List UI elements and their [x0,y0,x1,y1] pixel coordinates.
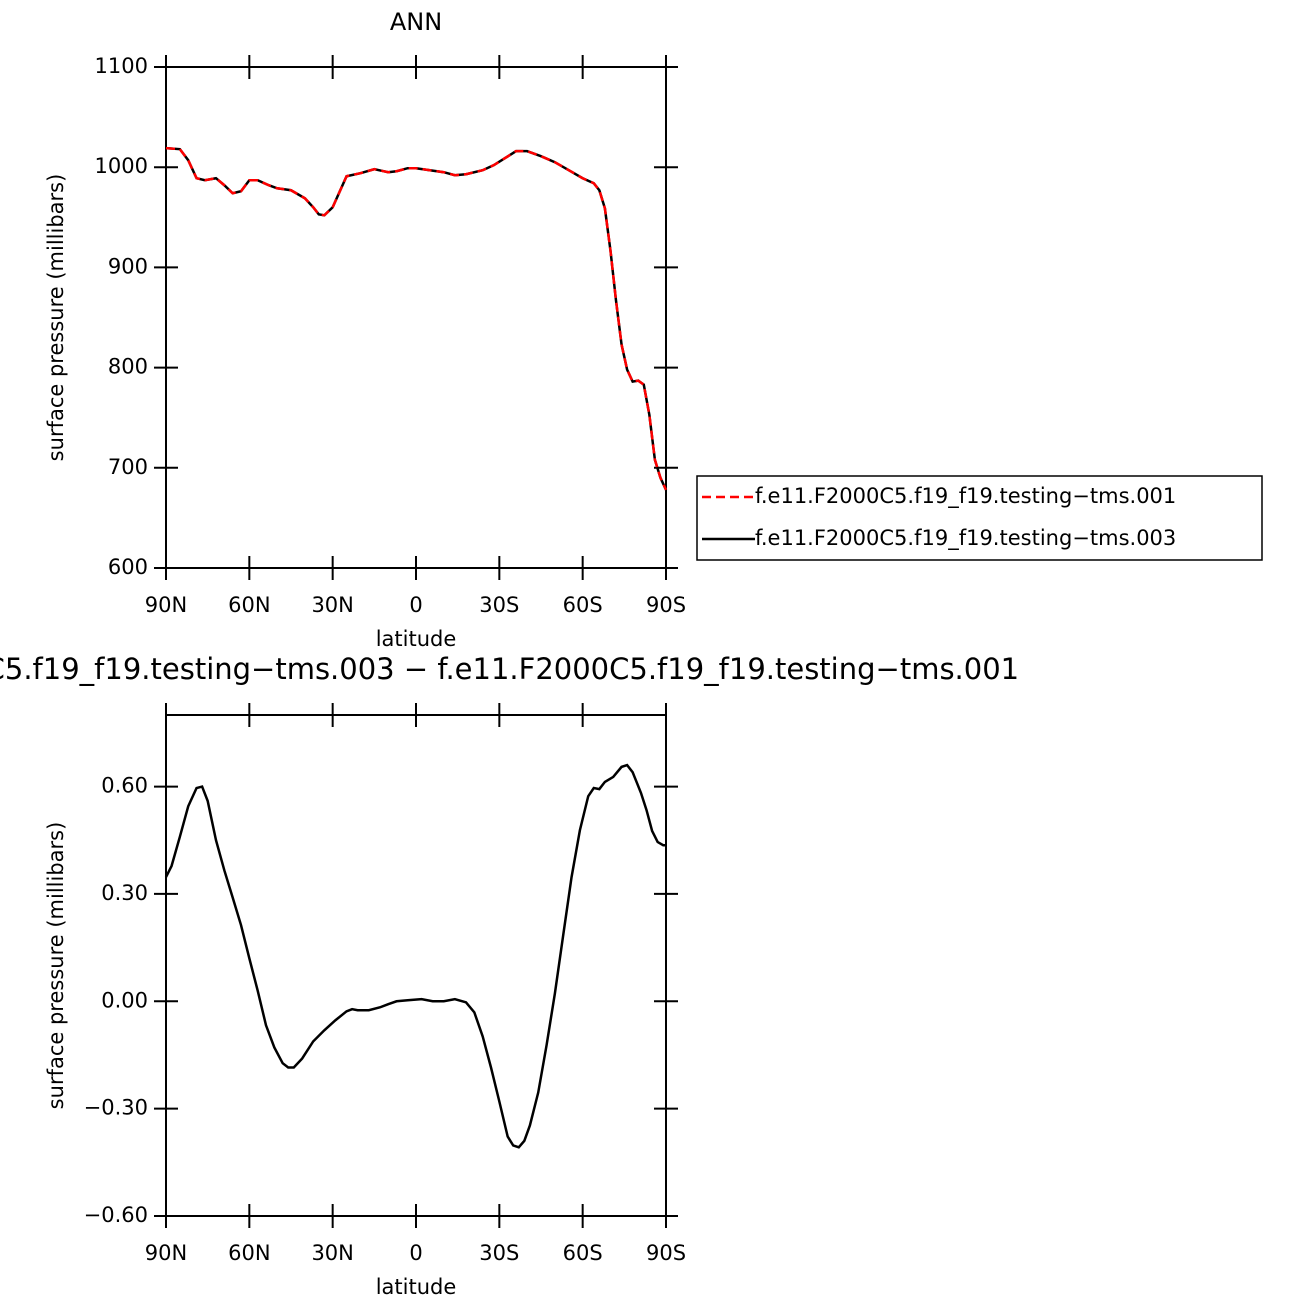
y-tick-label: 700 [108,455,148,479]
legend-label: f.e11.F2000C5.f19_f19.testing−tms.003 [755,526,1176,551]
series-line [165,146,668,491]
legend-box [696,475,1263,561]
y-tick-label: 0.60 [101,774,148,798]
y-tick-label: 600 [108,555,148,579]
y-axis-label: surface pressure (millibars) [44,174,68,462]
x-tick-label: 30S [479,593,519,617]
y-tick-label: 0.00 [101,988,148,1012]
x-axis-label: latitude [376,627,457,651]
plot-frame [165,66,667,569]
series-line [165,146,668,491]
x-tick-label: 90N [145,593,187,617]
y-tick-label: −0.60 [84,1203,148,1227]
chart-title: ANN [390,8,442,36]
x-tick-label: 90S [646,593,686,617]
x-tick-label: 60N [228,1241,270,1265]
y-tick-label: 0.30 [101,881,148,905]
y-tick-label: 800 [108,355,148,379]
x-tick-label: 30N [311,1241,353,1265]
series-line [164,763,666,1149]
x-tick-label: 60N [228,593,270,617]
y-tick-label: −0.30 [84,1096,148,1120]
x-axis-label: latitude [376,1275,457,1299]
x-tick-label: 30S [479,1241,519,1265]
x-tick-label: 90N [145,1241,187,1265]
x-tick-label: 90S [646,1241,686,1265]
x-tick-label: 60S [563,1241,603,1265]
y-tick-label: 900 [108,254,148,278]
legend-label: f.e11.F2000C5.f19_f19.testing−tms.001 [755,484,1176,509]
x-tick-label: 60S [563,593,603,617]
chart-title: f.e11.F2000C5.f19_f19.testing−tms.003 − … [0,652,1019,686]
plot-frame [165,714,667,1217]
x-tick-label: 30N [311,593,353,617]
y-tick-label: 1000 [95,154,148,178]
x-tick-label: 0 [409,1241,422,1265]
y-tick-label: 1100 [95,54,148,78]
y-axis-label: surface pressure (millibars) [44,822,68,1110]
x-tick-label: 0 [409,593,422,617]
